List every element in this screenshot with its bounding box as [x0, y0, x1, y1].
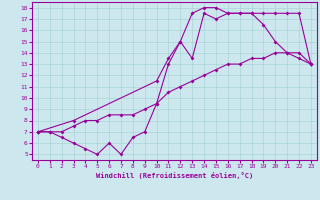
X-axis label: Windchill (Refroidissement éolien,°C): Windchill (Refroidissement éolien,°C) — [96, 172, 253, 179]
